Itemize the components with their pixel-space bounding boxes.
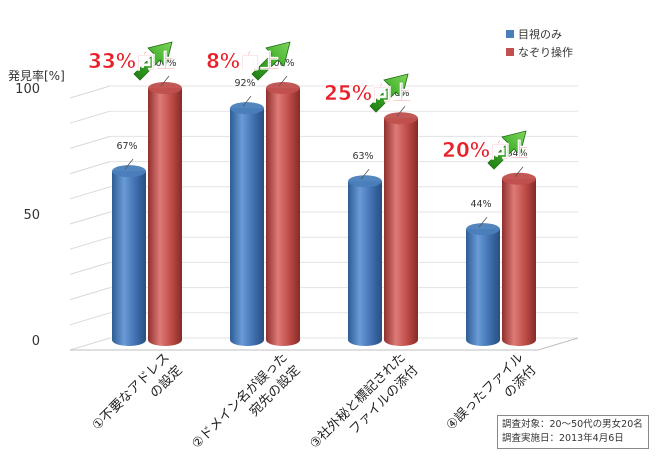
- data-label: 92%: [234, 78, 255, 89]
- gridline-side: [69, 312, 111, 326]
- bar-cap: [112, 165, 146, 178]
- improvement-label: 25%向上: [324, 81, 412, 105]
- bar-visual-1: [112, 165, 146, 346]
- bar-body: [466, 229, 500, 346]
- gridlines: [69, 85, 579, 351]
- improvement-label: 8%向上: [206, 49, 280, 73]
- bar-body: [348, 181, 382, 346]
- bar-cap: [348, 175, 382, 188]
- data-label: 67%: [116, 141, 137, 152]
- improvement-label: 33%向上: [88, 49, 176, 73]
- legend-label: なぞり操作: [518, 45, 573, 59]
- bar-cap: [502, 172, 536, 185]
- data-label: 63%: [352, 151, 373, 162]
- label-leader: [124, 158, 134, 170]
- label-leader: [278, 75, 288, 87]
- data-label: 44%: [470, 199, 491, 210]
- category-labels: ①不要なアドレスの設定 ②ドメイン名が誤った宛先の設定 ③社外秘と標記されたファイル…: [90, 350, 540, 465]
- bar-cap: [266, 82, 300, 94]
- survey-info-box: 調査対象：20～50代の男女20名 調査実施日：2013年4月6日: [497, 415, 649, 449]
- label-leader: [160, 75, 170, 87]
- bar-body: [230, 108, 264, 346]
- category-label: ③社外秘と標記されたファイルの添付: [307, 350, 422, 465]
- bar-cap: [230, 102, 264, 115]
- legend-swatch: [506, 48, 514, 56]
- bar-cap: [148, 82, 182, 94]
- bar-trace-4: [502, 172, 536, 346]
- gridline-side: [69, 236, 111, 250]
- bar-body: [266, 88, 300, 346]
- label-leader: [360, 168, 370, 180]
- gridline-side: [69, 85, 111, 99]
- gridline-side: [69, 186, 111, 200]
- label-leader: [478, 216, 488, 228]
- bar-body: [502, 178, 536, 346]
- bar-body: [148, 88, 182, 346]
- bar-trace-1: [148, 82, 182, 346]
- data-label: 64%: [506, 149, 527, 160]
- survey-date: 調査実施日：2013年4月6日: [502, 433, 624, 444]
- gridline-side: [69, 110, 111, 124]
- y-axis-title: 発見率[%]: [8, 68, 65, 83]
- green-arrow-icon: [251, 41, 291, 81]
- bar-visual-3: [348, 175, 382, 346]
- gridline-side: [69, 135, 111, 149]
- gridline-side: [69, 287, 111, 301]
- legend-swatch: [506, 30, 514, 38]
- gridline-side: [69, 337, 111, 351]
- label-leader: [396, 105, 406, 117]
- category-label: ①不要なアドレスの設定: [90, 350, 186, 446]
- bar-cap: [384, 112, 418, 125]
- legend-label: 目視のみ: [518, 27, 562, 41]
- bar-trace-3: [384, 112, 418, 347]
- gridline-side: [69, 261, 111, 275]
- bar-visual-2: [230, 102, 264, 346]
- category-label: ②ドメイン名が誤った宛先の設定: [189, 350, 304, 465]
- label-leader: [242, 95, 252, 107]
- bar-body: [384, 118, 418, 347]
- green-arrow-icon: [133, 41, 173, 81]
- bars: [112, 82, 536, 347]
- y-tick-label: 100: [15, 82, 40, 97]
- bar-visual-4: [466, 223, 500, 346]
- survey-target: 調査対象：20～50代の男女20名: [502, 419, 643, 430]
- bar-cap: [466, 223, 500, 236]
- floor-side-line: [537, 337, 579, 351]
- green-arrow-icon: [487, 130, 527, 170]
- gridline-side: [69, 161, 111, 175]
- bar-body: [112, 171, 146, 346]
- y-tick-label: 0: [32, 334, 40, 349]
- green-arrow-icon: [369, 73, 409, 113]
- bar-trace-2: [266, 82, 300, 346]
- gridline-side: [69, 211, 111, 225]
- improvement-label: 20%向上: [442, 138, 530, 162]
- label-leader: [514, 166, 524, 177]
- improvement-annotations: 33%向上 8%向上 25%向上 20%向上: [88, 41, 530, 170]
- y-tick-label: 50: [23, 208, 40, 223]
